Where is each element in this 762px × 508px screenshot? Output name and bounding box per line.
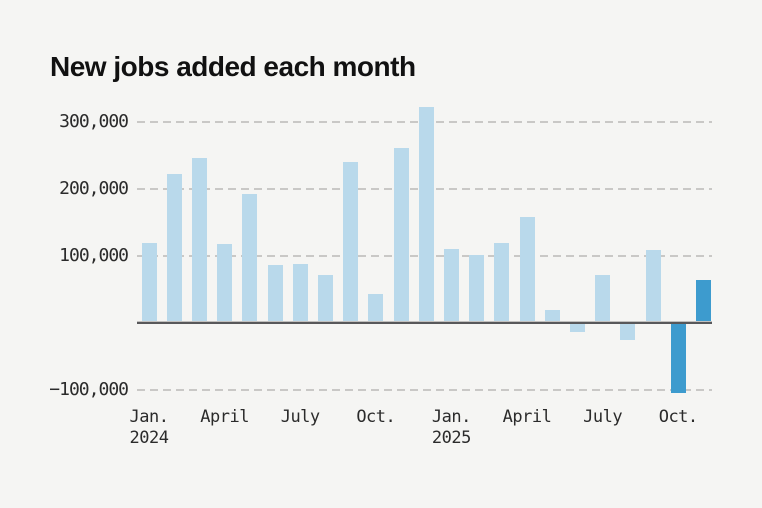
bar-april-2025 — [519, 217, 535, 323]
bar-june-2024 — [267, 264, 283, 323]
x-axis-tick-label: Jan. 2025 — [406, 407, 496, 449]
bar-sept-2025 — [645, 249, 661, 323]
bar-jan-2025 — [443, 248, 459, 323]
bar-may-2024 — [242, 193, 258, 323]
x-tick-month-label: July — [583, 407, 623, 427]
x-tick-year-label: 2025 — [431, 428, 471, 448]
chart-title: New jobs added each month — [50, 51, 416, 82]
x-tick-year-label: 2024 — [129, 428, 169, 448]
bar-june-2025 — [569, 323, 585, 332]
bar-dec-2024 — [418, 106, 434, 323]
bar-july-2024 — [292, 264, 308, 323]
x-tick-month-label: Jan. — [431, 407, 471, 427]
x-axis-tick-label: April — [482, 407, 572, 428]
y-axis-tick-label: −100,000 — [49, 379, 129, 400]
x-tick-month-label: Oct. — [658, 407, 698, 427]
x-tick-month-label: April — [200, 407, 249, 427]
x-axis-tick-label: Oct. — [331, 407, 421, 428]
gridline-y--100000 — [137, 389, 712, 391]
bar-feb-2025 — [469, 254, 485, 323]
x-tick-month-label: Jan. — [129, 407, 169, 427]
bar-oct-2025 — [670, 323, 686, 394]
y-axis-tick-label: 200,000 — [59, 178, 129, 199]
bar-march-2025 — [494, 242, 510, 323]
x-axis-tick-label: July — [255, 407, 345, 428]
x-axis-tick-label: Jan. 2024 — [104, 407, 194, 449]
bar-may-2025 — [544, 310, 560, 323]
x-axis-tick-label: July — [558, 407, 648, 428]
bar-july-2025 — [595, 274, 611, 323]
x-tick-month-label: Oct. — [356, 407, 396, 427]
x-axis-tick-label: April — [180, 407, 270, 428]
x-tick-month-label: July — [280, 407, 320, 427]
bar-jan-2024 — [141, 243, 157, 323]
bar-april-2024 — [217, 243, 233, 323]
bar-feb-2024 — [166, 174, 182, 323]
y-axis-tick-label: 300,000 — [59, 111, 129, 132]
bar-nov-2024 — [393, 148, 409, 323]
bar-oct-2024 — [368, 293, 384, 323]
bar-march-2024 — [191, 158, 207, 323]
bar-sept-2024 — [343, 162, 359, 323]
x-axis-tick-label: Oct. — [633, 407, 723, 428]
bar-nov-2025 — [695, 280, 711, 323]
bar-aug-2025 — [620, 323, 636, 341]
x-tick-month-label: April — [502, 407, 552, 427]
x-axis-baseline — [137, 322, 712, 324]
y-axis-tick-label: 100,000 — [59, 245, 129, 266]
bar-aug-2024 — [317, 275, 333, 323]
